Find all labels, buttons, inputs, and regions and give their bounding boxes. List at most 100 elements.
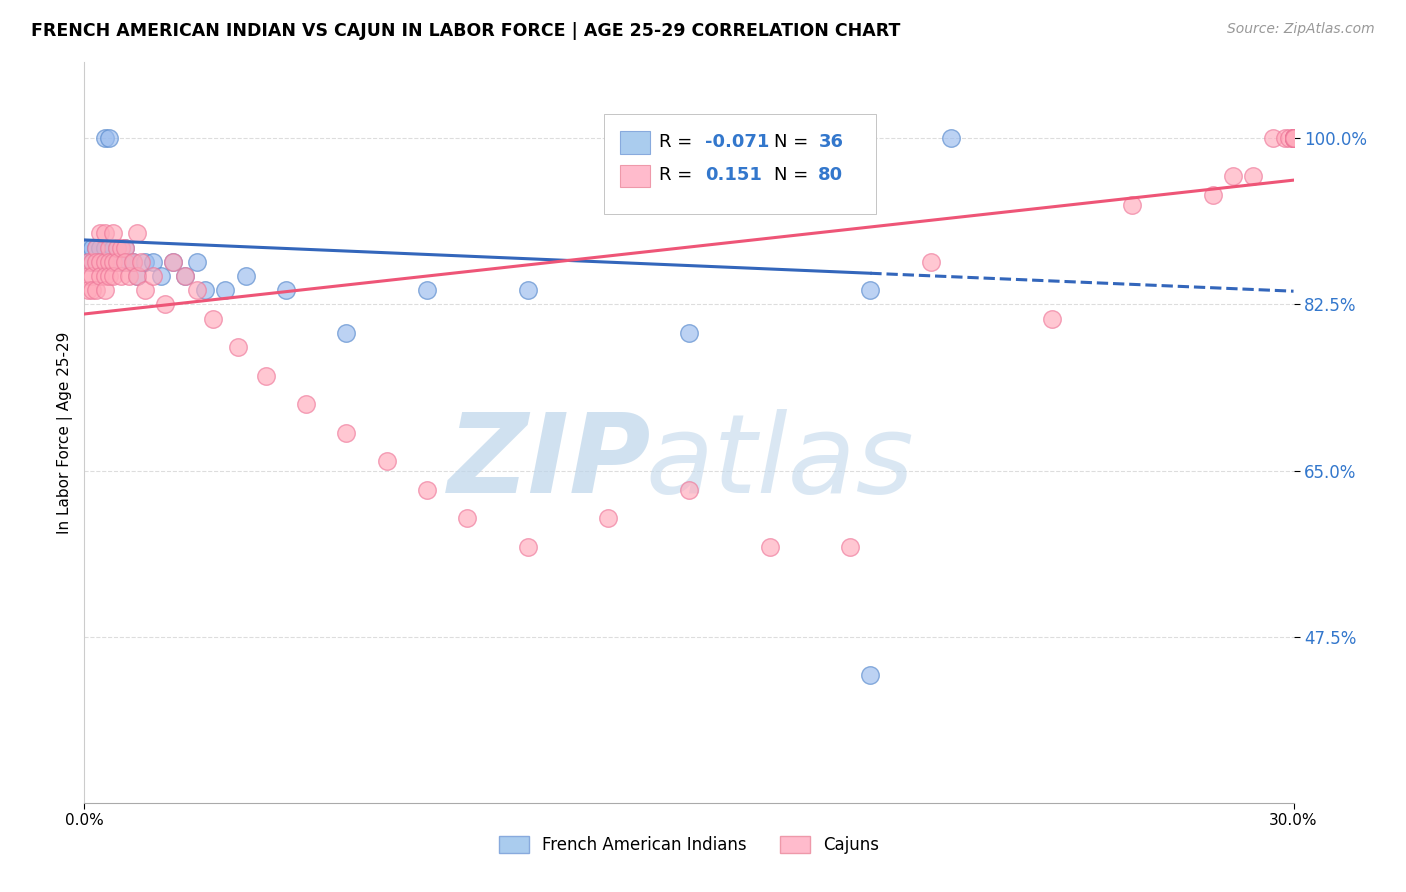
Point bbox=[93, 227, 115, 241]
Point bbox=[839, 540, 862, 554]
Point bbox=[105, 240, 128, 254]
Point bbox=[1121, 198, 1143, 212]
Point bbox=[1282, 131, 1305, 145]
Text: atlas: atlas bbox=[645, 409, 914, 516]
Point bbox=[1282, 131, 1305, 145]
Point bbox=[77, 254, 100, 268]
Text: -0.071: -0.071 bbox=[704, 133, 769, 151]
Point bbox=[174, 268, 197, 283]
Point bbox=[97, 131, 120, 145]
Point bbox=[1222, 169, 1244, 184]
Point bbox=[1282, 131, 1305, 145]
Point bbox=[1282, 131, 1305, 145]
Point bbox=[1282, 131, 1305, 145]
Point bbox=[82, 254, 104, 268]
Point bbox=[93, 131, 115, 145]
Point bbox=[118, 268, 141, 283]
Point bbox=[134, 283, 156, 297]
Point bbox=[1282, 131, 1305, 145]
Point bbox=[235, 268, 257, 283]
Point bbox=[86, 254, 108, 268]
Text: 80: 80 bbox=[818, 166, 844, 184]
Point bbox=[86, 283, 108, 297]
Point bbox=[1282, 131, 1305, 145]
Point bbox=[89, 254, 111, 268]
Point bbox=[82, 283, 104, 297]
Point bbox=[77, 283, 100, 297]
Point bbox=[89, 254, 111, 268]
Point bbox=[129, 254, 152, 268]
Point bbox=[142, 268, 165, 283]
Point bbox=[121, 254, 143, 268]
Point bbox=[1278, 131, 1301, 145]
Point bbox=[110, 268, 132, 283]
Point bbox=[859, 283, 882, 297]
Point bbox=[149, 268, 172, 283]
Point bbox=[153, 297, 176, 311]
Point bbox=[82, 240, 104, 254]
Text: 36: 36 bbox=[818, 133, 844, 151]
Point bbox=[678, 326, 700, 340]
Point bbox=[1282, 131, 1305, 145]
Point bbox=[1282, 131, 1305, 145]
Point bbox=[456, 511, 478, 525]
Point bbox=[114, 240, 136, 254]
Point bbox=[1282, 131, 1305, 145]
Point bbox=[82, 254, 104, 268]
Point bbox=[1282, 131, 1305, 145]
Point bbox=[678, 483, 700, 497]
Point bbox=[125, 268, 148, 283]
Point bbox=[1282, 131, 1305, 145]
FancyBboxPatch shape bbox=[620, 131, 650, 153]
Point bbox=[93, 283, 115, 297]
Point bbox=[1282, 131, 1305, 145]
Point bbox=[89, 240, 111, 254]
Point bbox=[174, 268, 197, 283]
Point bbox=[101, 227, 124, 241]
Point bbox=[105, 254, 128, 268]
Point bbox=[186, 283, 208, 297]
Point bbox=[86, 254, 108, 268]
FancyBboxPatch shape bbox=[605, 114, 876, 214]
Y-axis label: In Labor Force | Age 25-29: In Labor Force | Age 25-29 bbox=[58, 332, 73, 533]
Point bbox=[416, 483, 439, 497]
Point bbox=[82, 268, 104, 283]
Point bbox=[939, 131, 962, 145]
Point bbox=[97, 254, 120, 268]
Point bbox=[93, 268, 115, 283]
Point bbox=[335, 425, 357, 440]
Point bbox=[758, 540, 780, 554]
Point bbox=[125, 227, 148, 241]
Point bbox=[1241, 169, 1264, 184]
Point bbox=[101, 240, 124, 254]
Point bbox=[77, 268, 100, 283]
Point bbox=[77, 254, 100, 268]
Point bbox=[859, 667, 882, 681]
FancyBboxPatch shape bbox=[620, 165, 650, 186]
Point bbox=[516, 283, 538, 297]
Legend: French American Indians, Cajuns: French American Indians, Cajuns bbox=[492, 830, 886, 861]
Point bbox=[194, 283, 217, 297]
Point bbox=[1202, 188, 1225, 202]
Point bbox=[86, 240, 108, 254]
Point bbox=[110, 240, 132, 254]
Text: ZIP: ZIP bbox=[449, 409, 651, 516]
Text: R =: R = bbox=[659, 133, 697, 151]
Point bbox=[335, 326, 357, 340]
Point bbox=[97, 254, 120, 268]
Point bbox=[114, 240, 136, 254]
Text: FRENCH AMERICAN INDIAN VS CAJUN IN LABOR FORCE | AGE 25-29 CORRELATION CHART: FRENCH AMERICAN INDIAN VS CAJUN IN LABOR… bbox=[31, 22, 900, 40]
Point bbox=[86, 240, 108, 254]
Point bbox=[1282, 131, 1305, 145]
Point bbox=[274, 283, 297, 297]
Text: N =: N = bbox=[773, 166, 814, 184]
Point bbox=[93, 254, 115, 268]
Point bbox=[1282, 131, 1305, 145]
Point bbox=[97, 240, 120, 254]
Point bbox=[416, 283, 439, 297]
Point bbox=[202, 311, 225, 326]
Point bbox=[142, 254, 165, 268]
Point bbox=[114, 254, 136, 268]
Point bbox=[97, 268, 120, 283]
Point bbox=[101, 268, 124, 283]
